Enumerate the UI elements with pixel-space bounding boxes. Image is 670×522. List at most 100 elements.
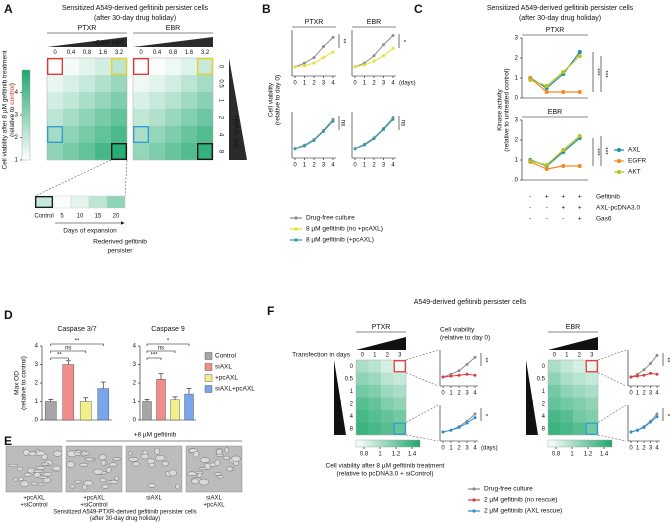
heatmap-cell (585, 372, 598, 385)
heatmap-cell (393, 360, 406, 373)
data-point (561, 164, 566, 168)
highlight-box (47, 126, 63, 143)
heatmap-cell (79, 92, 95, 109)
image-label: +pcAXL (203, 503, 225, 509)
condition-mark: - (529, 205, 531, 212)
heatmap-cell (356, 397, 369, 410)
cell (8, 463, 18, 468)
x-tick-label: 0 (353, 163, 357, 169)
heatmap-cell (368, 372, 381, 385)
data-point (457, 373, 461, 377)
cell (168, 469, 177, 477)
data-point (561, 148, 566, 152)
heatmap-cell (368, 360, 381, 373)
plot-title: EBR (367, 19, 381, 26)
heatmap-cell (79, 109, 95, 126)
data-point (629, 375, 633, 379)
x-tick-label: 3 (465, 391, 469, 397)
data-point (473, 355, 477, 359)
x-tick-label: 0 (629, 446, 633, 452)
data-point (449, 428, 453, 432)
col-label: 1.6 (185, 50, 194, 56)
wedge-label: +pcAXL (µg) (232, 115, 238, 148)
y-tick-label: 4 (35, 344, 39, 350)
col-label: 0 (53, 50, 57, 56)
x-tick-label: 1 (636, 391, 640, 397)
data-point (577, 54, 582, 58)
legend-marker (294, 216, 298, 220)
data-point (382, 127, 385, 131)
series-line (530, 135, 581, 166)
colorbar-label: 0.8 (552, 452, 561, 458)
data-point (372, 59, 376, 63)
wedge-label: +pcAXL (µg) (528, 399, 534, 432)
cell (66, 461, 75, 468)
col-label: 0 (361, 353, 365, 359)
cell (93, 468, 104, 475)
colorbar-label: 4 (15, 90, 19, 96)
heatmap-cell (368, 397, 381, 410)
significance: ns (158, 346, 164, 352)
condition-mark: + (561, 194, 565, 201)
heatmap-cell (95, 58, 111, 75)
heatmap-cell (149, 92, 165, 109)
data-point (372, 137, 376, 141)
heatmap-cell (560, 422, 573, 435)
heatmap-cell (95, 109, 111, 126)
legend-swatch (204, 363, 213, 371)
panel-caption: (after 30-day drug holiday) (90, 516, 160, 522)
cell (36, 466, 46, 470)
highlight-box (393, 422, 406, 435)
heatmap-cell (165, 109, 181, 126)
legend-marker (617, 170, 621, 174)
row-label: 8 (542, 426, 546, 432)
heatmap-title: PTXR (372, 324, 391, 331)
plot-title: EBR (548, 109, 562, 116)
x-unit: (days) (481, 446, 498, 452)
row-label: 1 (217, 99, 223, 103)
heatmap-cell (181, 92, 197, 109)
y-axis-label: Cell viability after 8 µM gefitinib trea… (2, 50, 9, 169)
heatmap-cell (573, 360, 586, 373)
heatmap-cell (197, 58, 213, 75)
strip-label: 5 (60, 214, 64, 220)
cell (33, 472, 41, 478)
series-line (530, 55, 581, 87)
data-point (391, 34, 395, 38)
condition-mark: + (578, 194, 582, 201)
cell (52, 450, 63, 457)
heatmap-cell (181, 126, 197, 143)
legend-swatch (204, 352, 213, 360)
cell (84, 457, 95, 462)
x-tick-label: 2 (312, 81, 316, 87)
data-point (353, 65, 357, 69)
heatmap-cell (47, 126, 63, 143)
heatmap-cell (111, 75, 127, 92)
legend-label: 2 µM gefitinib (AXL rescue) (484, 508, 562, 515)
condition-mark: - (529, 216, 531, 223)
col-label: 3 (590, 353, 594, 359)
legend-label: Drug-free culture (306, 215, 355, 222)
x-tick-label: 4 (391, 81, 395, 87)
data-point (293, 147, 297, 151)
heatmap-cell (111, 109, 127, 126)
x-tick-label: 4 (473, 446, 477, 452)
y-axis-label-part: (relative to (9, 105, 16, 137)
bar (170, 399, 180, 421)
data-point (382, 43, 385, 47)
col-label: 0.8 (83, 50, 92, 56)
legend-label: 8 µM gefitinib (+pcAXL) (306, 237, 374, 244)
data-point (636, 374, 639, 378)
legend-marker (617, 159, 621, 163)
cell (222, 455, 230, 460)
colorbar-label: 1.2 (392, 452, 401, 458)
heatmap-cell (181, 143, 197, 160)
heatmap-cell (133, 126, 149, 143)
data-point (528, 159, 533, 163)
cell (83, 480, 93, 487)
heatmap-cell (573, 372, 586, 385)
data-point (544, 163, 549, 167)
heatmap-cell (356, 372, 369, 385)
heatmap-title: EBR (166, 25, 180, 32)
panel-letter: D (4, 308, 13, 322)
